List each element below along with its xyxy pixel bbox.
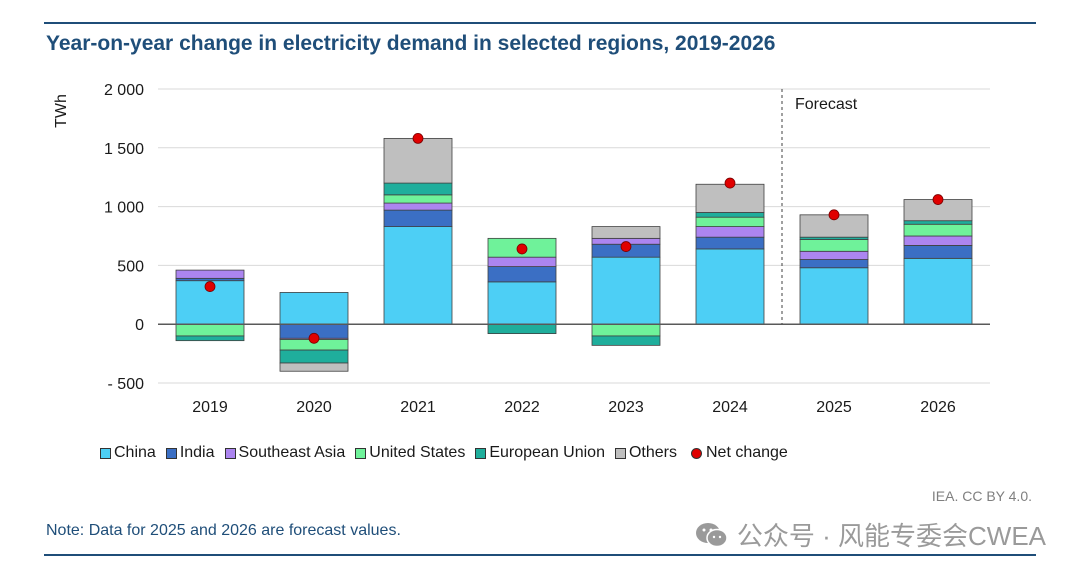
bar-segment-southeast-asia-2019 (175, 269, 245, 279)
bar-segment-others-2024 (695, 183, 765, 213)
bar-segment-china-2020 (279, 292, 349, 325)
x-tick-label: 2022 (504, 399, 540, 416)
net-change-point-2026 (932, 194, 944, 205)
x-tick-label: 2021 (400, 399, 436, 416)
bar-segment-united-states-2023 (591, 323, 661, 337)
bottom-rule (44, 554, 1036, 556)
bar-segment-china-2023 (591, 256, 661, 325)
net-change-point-2019 (204, 281, 216, 292)
legend-swatch-india (165, 447, 177, 459)
bar-segment-others-2023 (591, 226, 661, 239)
y-tick-label: 1 000 (104, 200, 144, 217)
legend-swatch-european-union (475, 447, 487, 459)
net-change-point-2023 (620, 241, 632, 252)
bar-segment-european-union-2020 (279, 349, 349, 364)
forecast-label: Forecast (795, 96, 858, 113)
bar-segment-southeast-asia-2021 (383, 202, 453, 211)
legend-label-china: China (114, 444, 156, 461)
bar-segment-european-union-2023 (591, 335, 661, 346)
bar-segment-european-union-2021 (383, 182, 453, 196)
x-tick-label: 2019 (192, 399, 228, 416)
bar-segment-southeast-asia-2022 (487, 256, 557, 267)
legend-item-united-states: United States (355, 444, 465, 462)
bar-segment-india-2024 (695, 236, 765, 250)
bar-segment-india-2022 (487, 266, 557, 283)
bar-segment-others-2021 (383, 137, 453, 184)
y-tick-label: 2 000 (104, 82, 144, 99)
y-tick-label: 0 (135, 317, 144, 334)
bar-segment-china-2026 (903, 257, 973, 325)
chart-legend: China India Southeast Asia United States… (100, 444, 788, 462)
y-tick-label: 1 500 (104, 141, 144, 158)
legend-swatch-others (614, 447, 626, 459)
legend-label-net-change: Net change (705, 444, 788, 461)
chart-title: Year-on-year change in electricity deman… (46, 32, 776, 55)
bar-segment-india-2026 (903, 245, 973, 259)
legend-item-southeast-asia: Southeast Asia (224, 444, 346, 462)
bar-segment-india-2021 (383, 209, 453, 227)
bar-segment-united-states-2024 (695, 216, 765, 227)
y-axis-title: TWh (53, 94, 70, 128)
legend-item-others: Others (614, 444, 677, 462)
net-change-point-2020 (308, 332, 320, 344)
bar-segment-united-states-2019 (175, 323, 245, 337)
y-tick-label: - 500 (108, 376, 145, 393)
legend-dot-net-change (690, 447, 702, 459)
legend-swatch-china (100, 447, 111, 459)
x-tick-label: 2026 (920, 399, 956, 416)
x-tick-label: 2023 (608, 399, 644, 416)
legend-item-china: China (100, 444, 156, 462)
bar-segment-united-states-2026 (903, 223, 973, 237)
footnote: Note: Data for 2025 and 2026 are forecas… (46, 522, 401, 539)
legend-item-india: India (165, 444, 215, 462)
bar-segment-india-2025 (799, 259, 869, 269)
y-tick-label: 500 (117, 258, 144, 275)
x-tick-label: 2024 (712, 399, 748, 416)
net-change-point-2022 (516, 243, 528, 255)
wechat-icon (695, 522, 728, 547)
legend-label-united-states: United States (369, 444, 466, 461)
x-tick-label: 2025 (816, 399, 852, 416)
watermark: 公众号 · 风能专委会CWEA (695, 516, 1046, 553)
source-credit: IEA. CC BY 4.0. (931, 488, 1032, 504)
bar-segment-china-2022 (487, 281, 557, 325)
watermark-text: 公众号 · 风能专委会CWEA (736, 521, 1046, 551)
bar-segment-southeast-asia-2024 (695, 226, 765, 238)
legend-swatch-southeast-asia (224, 447, 236, 459)
bar-segment-european-union-2022 (487, 323, 557, 335)
bar-segment-united-states-2025 (799, 239, 869, 252)
legend-item-european-union: European Union (475, 444, 605, 462)
top-rule (44, 22, 1036, 24)
bar-segment-china-2021 (383, 226, 453, 325)
legend-swatch-united-states (355, 447, 367, 459)
legend-label-india: India (179, 444, 215, 461)
legend-label-others: Others (628, 444, 677, 461)
bar-segment-united-states-2021 (383, 194, 453, 204)
net-change-point-2024 (724, 177, 736, 189)
bar-segment-european-union-2026 (903, 220, 973, 225)
bar-segment-china-2025 (799, 267, 869, 325)
net-change-point-2021 (412, 132, 424, 144)
x-tick-label: 2020 (296, 399, 332, 416)
legend-label-southeast-asia: Southeast Asia (238, 444, 346, 461)
net-change-point-2025 (828, 209, 840, 221)
bar-segment-european-union-2024 (695, 212, 765, 218)
bar-segment-others-2020 (279, 362, 349, 372)
legend-label-european-union: European Union (489, 444, 605, 461)
legend-item-net-change: Net change (690, 444, 788, 462)
bar-segment-southeast-asia-2025 (799, 250, 869, 260)
bar-segment-southeast-asia-2026 (903, 235, 973, 246)
bar-segment-china-2024 (695, 248, 765, 325)
bar-segment-european-union-2019 (175, 335, 245, 342)
